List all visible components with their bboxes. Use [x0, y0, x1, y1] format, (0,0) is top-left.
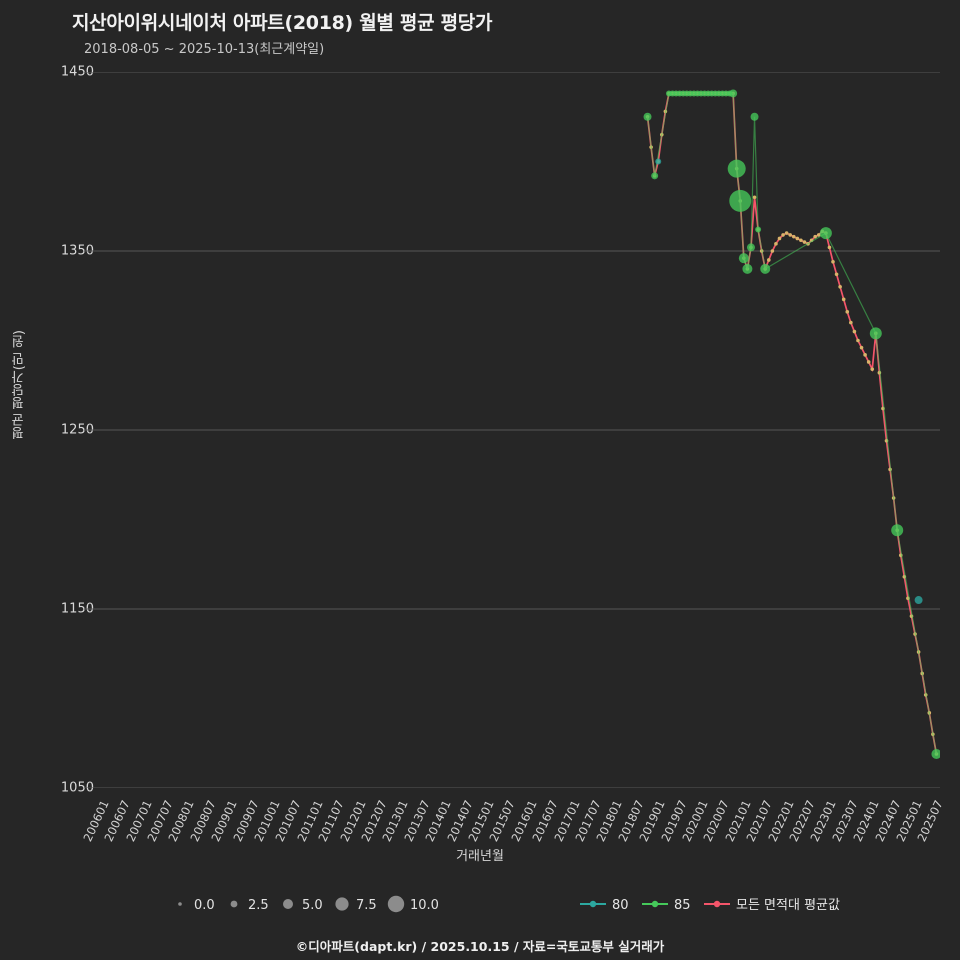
chart-title: 지산아이위시네이처 아파트(2018) 월별 평균 평당가 [72, 12, 493, 34]
chart-legend: 0.0 2.5 5.0 7.5 10.0 80 85 모든 면적대 평균값 [0, 892, 960, 916]
series-point-average [788, 233, 792, 237]
series-point-average [816, 233, 821, 237]
series-point-80 [914, 596, 923, 605]
y-axis-label: 평균 평당가(만 원) [12, 330, 27, 440]
legend-series-label[interactable]: 85 [674, 898, 691, 913]
series-point-85 [651, 172, 659, 180]
series-point-average [767, 258, 771, 262]
legend-size-marker [230, 900, 238, 908]
series-point-85 [869, 327, 882, 340]
series-point-average [834, 272, 839, 277]
series-point-85 [746, 243, 755, 252]
series-point-average [845, 310, 850, 314]
chart-subtitle: 2018-08-05 ~ 2025-10-13(최근계약일) [84, 42, 325, 57]
series-point-average [838, 285, 842, 289]
series-point-average [802, 240, 807, 244]
x-axis-label: 거래년월 [456, 849, 504, 864]
series-point-average [774, 242, 778, 246]
series-point-average [863, 353, 867, 357]
series-point-85 [755, 226, 762, 233]
series-point-average [791, 234, 796, 239]
series-point-average [831, 259, 835, 264]
y-axis-tick: 1050 [60, 780, 94, 796]
series-point-85 [931, 748, 940, 759]
series-line-average [646, 92, 938, 755]
series-point-85 [760, 263, 771, 274]
series-point-average [781, 233, 785, 237]
legend-series-marker[interactable] [651, 900, 659, 908]
legend-size-marker [387, 895, 405, 913]
y-axis-tick: 1450 [60, 64, 94, 80]
legend-series-marker[interactable] [589, 900, 597, 908]
y-axis-tick: 1150 [60, 601, 94, 617]
series-point-average [813, 234, 817, 239]
y-axis-tick: 1350 [60, 243, 94, 259]
legend-size-marker [283, 899, 293, 909]
series-point-85 [729, 189, 752, 212]
series-point-average [852, 329, 857, 334]
series-point-85 [819, 227, 832, 240]
legend-svg: 0.0 2.5 5.0 7.5 10.0 80 85 모든 면적대 평균값 [178, 895, 840, 913]
series-point-average [795, 236, 800, 241]
legend-size-label: 7.5 [356, 898, 377, 913]
series-point-85 [727, 159, 746, 178]
series-point-average [799, 238, 803, 243]
footer-credit: ©디아파트(dapt.kr) / 2025.10.15 / 자료=국토교통부 실… [295, 939, 665, 954]
y-axis-tick: 1250 [60, 422, 94, 438]
legend-series-label[interactable]: 모든 면적대 평균값 [736, 898, 840, 913]
series-point-average [784, 231, 789, 235]
series-line-85 [646, 92, 938, 755]
series-point-average [777, 236, 782, 241]
series-point-average [866, 360, 871, 364]
series-point-average [849, 320, 853, 325]
legend-size-marker [335, 897, 349, 911]
series-point-85 [742, 263, 753, 274]
plot-svg [84, 72, 940, 788]
series-point-average [870, 367, 875, 371]
legend-size-label: 5.0 [302, 898, 323, 913]
series-point-average [752, 195, 757, 200]
legend-series-marker[interactable] [713, 900, 721, 908]
series-point-80 [655, 158, 662, 165]
series-point-average [856, 338, 860, 343]
legend-size-label: 0.0 [194, 898, 215, 913]
series-point-average [859, 345, 864, 350]
series-point-85 [643, 112, 652, 121]
legend-size-label: 2.5 [248, 898, 269, 913]
series-point-85 [891, 524, 904, 537]
legend-size-marker [178, 902, 182, 906]
series-point-average [841, 297, 846, 302]
legend-series-label[interactable]: 80 [612, 898, 629, 913]
plot-area [84, 72, 940, 788]
series-point-85 [738, 253, 749, 264]
series-point-85 [729, 89, 738, 98]
series-point-85 [750, 112, 759, 121]
legend-size-label: 10.0 [410, 898, 439, 913]
series-point-average [770, 249, 775, 253]
series-point-average [827, 245, 832, 250]
